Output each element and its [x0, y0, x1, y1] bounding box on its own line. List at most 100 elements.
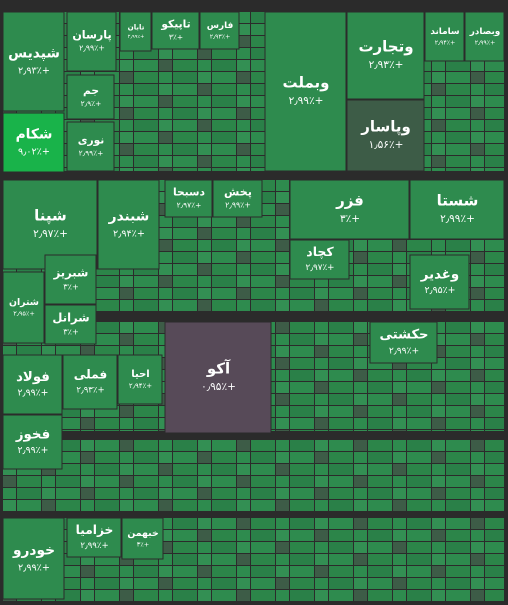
- small-tile: [315, 418, 328, 429]
- small-tile: [237, 578, 250, 589]
- small-tile: [212, 228, 236, 239]
- tile-name: شپنا: [34, 207, 67, 226]
- small-tile: [446, 84, 470, 95]
- small-tile: [159, 84, 172, 95]
- small-tile: [276, 382, 289, 393]
- tile-name: فخوز: [15, 428, 50, 443]
- small-tile: [237, 530, 250, 541]
- small-tile: [198, 228, 211, 239]
- small-tile: [120, 168, 133, 171]
- small-tile: [315, 276, 328, 287]
- small-tile: [471, 530, 484, 541]
- small-tile: [354, 252, 367, 263]
- tile-name: وتجارت: [358, 38, 413, 56]
- small-tile: [237, 48, 250, 59]
- small-tile: [134, 452, 158, 463]
- small-tile: [432, 500, 445, 511]
- small-tile: [329, 288, 353, 299]
- small-tile: [485, 252, 504, 263]
- small-tile: [432, 566, 445, 577]
- small-tile: [17, 346, 41, 357]
- small-tile: [290, 566, 314, 577]
- small-tile: [251, 204, 275, 215]
- tile: [2, 112, 65, 173]
- small-tile: [485, 120, 504, 131]
- small-tile: [120, 566, 133, 577]
- small-tile: [173, 144, 197, 155]
- small-tile: [368, 518, 392, 529]
- small-tile: [446, 452, 470, 463]
- small-tile: [432, 578, 445, 589]
- small-tile: [368, 452, 392, 463]
- small-tile: [329, 476, 353, 487]
- small-tile: [329, 488, 353, 499]
- small-tile: [120, 406, 133, 417]
- small-tile: [276, 370, 289, 381]
- small-tile: [56, 418, 80, 429]
- small-tile: [42, 500, 55, 511]
- small-tile: [485, 566, 504, 577]
- small-tile: [368, 300, 392, 311]
- small-tile: [485, 382, 504, 393]
- small-tile: [173, 476, 197, 487]
- small-tile: [134, 60, 158, 71]
- small-tile: [237, 300, 250, 311]
- small-tile: [159, 288, 172, 299]
- small-tile: [393, 370, 406, 381]
- tile-name: شکام: [16, 127, 53, 143]
- small-tile: [95, 418, 119, 429]
- small-tile: [471, 84, 484, 95]
- tile-name: فملی: [74, 368, 108, 382]
- small-tile: [354, 276, 367, 287]
- small-tile: [290, 394, 314, 405]
- small-tile: [237, 452, 250, 463]
- tile-value: +۳٪: [137, 541, 149, 549]
- small-tile: [485, 358, 504, 369]
- small-tile: [198, 120, 211, 131]
- small-tile: [329, 452, 353, 463]
- small-tile: [198, 240, 211, 251]
- small-tile: [198, 60, 211, 71]
- small-tile: [446, 346, 470, 357]
- small-tile: [446, 542, 470, 553]
- small-tile: [446, 488, 470, 499]
- small-tile: [393, 252, 406, 263]
- small-tile: [237, 216, 250, 227]
- small-tile: [120, 500, 133, 511]
- small-tile: [251, 488, 275, 499]
- small-tile: [237, 440, 250, 451]
- small-tile: [393, 276, 406, 287]
- small-tile: [354, 542, 367, 553]
- tile-name: پخش: [224, 185, 252, 198]
- small-tile: [251, 476, 275, 487]
- small-tile: [393, 430, 406, 431]
- small-tile: [471, 96, 484, 107]
- small-tile: [237, 96, 250, 107]
- small-tile: [251, 500, 275, 511]
- small-tile: [198, 144, 211, 155]
- small-tile: [315, 322, 328, 333]
- small-tile: [329, 500, 353, 511]
- small-tile: [432, 334, 445, 345]
- small-tile: [159, 120, 172, 131]
- small-tile: [251, 276, 275, 287]
- small-tile: [393, 578, 406, 589]
- small-tile: [329, 430, 353, 431]
- small-tile: [198, 464, 211, 475]
- small-tile: [212, 554, 236, 565]
- tile: [424, 11, 465, 62]
- small-tile: [393, 500, 406, 511]
- small-tile: [212, 500, 236, 511]
- small-tile: [251, 452, 275, 463]
- small-tile: [329, 530, 353, 541]
- tile: [409, 254, 470, 310]
- small-tile: [354, 518, 367, 529]
- tile-name: احیا: [131, 369, 149, 380]
- small-tile: [212, 240, 236, 251]
- small-tile: [212, 452, 236, 463]
- small-tile: [290, 476, 314, 487]
- small-tile: [315, 452, 328, 463]
- small-tile: [354, 440, 367, 451]
- small-tile: [173, 120, 197, 131]
- small-tile: [485, 418, 504, 429]
